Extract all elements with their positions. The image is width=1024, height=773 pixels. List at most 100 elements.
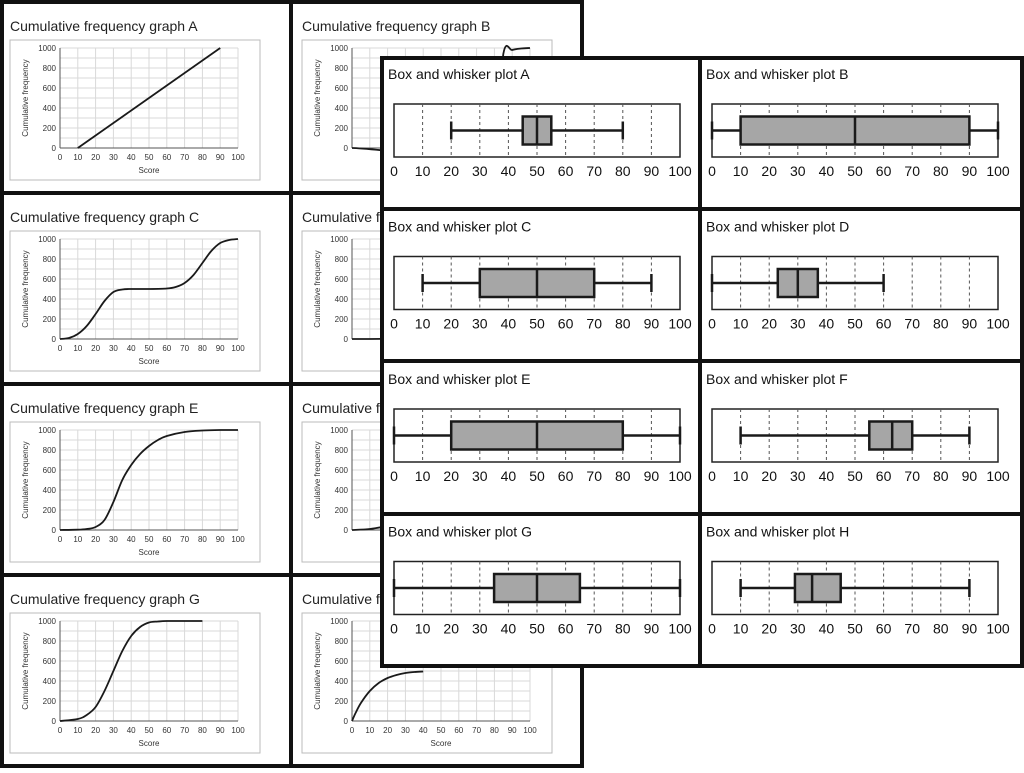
x-tick-label: 90: [644, 316, 660, 332]
x-tick-label: 70: [586, 468, 602, 484]
x-tick-label: 50: [847, 316, 863, 332]
cf-curve: [59, 238, 239, 340]
x-tick-label: 100: [231, 153, 245, 162]
x-tick-label: 80: [490, 726, 499, 735]
x-tick-label: 30: [472, 163, 488, 179]
x-tick-label: 30: [109, 344, 118, 353]
x-tick-label: 0: [350, 726, 355, 735]
cf-curve: [77, 47, 221, 149]
x-tick-label: 60: [876, 163, 892, 179]
box-plot-card: Box and whisker plot F 0 10 20 30 40 50 60 70 80 9…: [706, 371, 1010, 484]
card-title: Box and whisker plot G: [388, 524, 532, 540]
box-plot-sheet: Box and whisker plot A 0 10 20 30 40 50 60 70 80 9…: [380, 56, 1024, 668]
x-tick-label: 20: [383, 726, 392, 735]
x-tick-label: 20: [761, 163, 777, 179]
y-tick-label: 200: [335, 697, 349, 706]
x-tick-label: 10: [415, 163, 431, 179]
x-tick-label: 10: [73, 535, 82, 544]
x-tick-label: 80: [933, 163, 949, 179]
x-tick-label: 60: [558, 621, 574, 637]
x-tick-label: 70: [904, 621, 920, 637]
x-tick-label: 60: [162, 535, 171, 544]
x-tick-label: 90: [962, 163, 978, 179]
x-tick-label: 70: [586, 621, 602, 637]
y-tick-label: 800: [335, 64, 349, 73]
x-tick-label: 50: [145, 535, 154, 544]
box-plot-card: Box and whisker plot E 0 10 20 30 40 50 60 70 80 9…: [388, 371, 692, 484]
x-tick-label: 20: [761, 621, 777, 637]
y-tick-label: 200: [335, 315, 349, 324]
cf-graph-card: Cumulative frequency graph C020040060080…: [9, 209, 261, 372]
x-tick-label: 20: [443, 316, 459, 332]
x-tick-label: 70: [180, 344, 189, 353]
x-tick-label: 10: [415, 468, 431, 484]
x-tick-label: 50: [145, 344, 154, 353]
x-tick-label: 90: [644, 163, 660, 179]
x-tick-label: 100: [231, 535, 245, 544]
x-tick-label: 60: [876, 621, 892, 637]
x-tick-label: 60: [454, 726, 463, 735]
plot-panel: [9, 612, 261, 754]
x-tick-label: 60: [558, 468, 574, 484]
y-tick-label: 200: [43, 506, 57, 515]
x-tick-label: 80: [198, 535, 207, 544]
x-tick-label: 80: [615, 621, 631, 637]
y-axis-label: Cumulative frequency: [21, 250, 30, 327]
x-tick-label: 10: [73, 344, 82, 353]
x-tick-label: 70: [586, 163, 602, 179]
x-tick-label: 0: [58, 153, 63, 162]
y-tick-label: 0: [344, 526, 349, 535]
x-tick-label: 100: [668, 316, 692, 332]
x-tick-label: 0: [708, 163, 716, 179]
x-tick-label: 50: [529, 468, 545, 484]
box-plot-card: Box and whisker plot D 0 10 20 30 40 50 60 70 80 9…: [706, 219, 1010, 332]
cf-curve: [351, 670, 424, 722]
x-tick-label: 50: [529, 621, 545, 637]
x-tick-label: 100: [986, 468, 1010, 484]
x-tick-label: 30: [790, 621, 806, 637]
y-tick-label: 800: [43, 64, 57, 73]
box: [868, 420, 914, 451]
y-tick-label: 200: [43, 697, 57, 706]
x-tick-label: 100: [231, 344, 245, 353]
x-tick-label: 70: [180, 726, 189, 735]
cf-graph-card: Cumulative frequency graph G020040060080…: [9, 591, 261, 754]
y-tick-label: 0: [344, 335, 349, 344]
x-tick-label: 30: [109, 535, 118, 544]
card-title: Box and whisker plot A: [388, 66, 530, 82]
x-tick-label: 10: [73, 153, 82, 162]
x-tick-label: 30: [472, 316, 488, 332]
x-tick-label: 10: [415, 621, 431, 637]
x-tick-label: 40: [127, 535, 136, 544]
y-tick-label: 400: [43, 104, 57, 113]
y-tick-label: 0: [52, 335, 57, 344]
card-title: Box and whisker plot D: [706, 219, 849, 235]
y-tick-label: 0: [52, 717, 57, 726]
x-tick-label: 30: [401, 726, 410, 735]
x-tick-label: 40: [819, 163, 835, 179]
y-tick-label: 400: [335, 677, 349, 686]
x-tick-label: 100: [668, 621, 692, 637]
y-tick-label: 400: [43, 295, 57, 304]
cf-graph-card: Cumulative frequency graph E020040060080…: [9, 400, 261, 563]
x-tick-label: 40: [501, 621, 517, 637]
x-tick-label: 60: [876, 468, 892, 484]
y-tick-label: 1000: [330, 235, 348, 244]
x-tick-label: 20: [91, 153, 100, 162]
box: [793, 572, 842, 604]
x-tick-label: 50: [529, 163, 545, 179]
x-tick-label: 10: [733, 316, 749, 332]
x-tick-label: 20: [91, 344, 100, 353]
y-tick-label: 600: [43, 657, 57, 666]
x-tick-label: 20: [761, 316, 777, 332]
y-tick-label: 200: [335, 124, 349, 133]
card-title: Box and whisker plot E: [388, 371, 530, 387]
x-tick-label: 90: [962, 621, 978, 637]
box-plot-sheet-svg: Box and whisker plot A 0 10 20 30 40 50 60 70 80 9…: [380, 56, 1024, 668]
x-tick-label: 40: [127, 726, 136, 735]
plot-panel: [9, 421, 261, 563]
box-plot-card: Box and whisker plot G 0 10 20 30 40 50 60 70 80 9…: [388, 524, 692, 637]
y-tick-label: 400: [43, 677, 57, 686]
x-tick-label: 70: [904, 468, 920, 484]
x-axis-label: Score: [139, 739, 160, 748]
